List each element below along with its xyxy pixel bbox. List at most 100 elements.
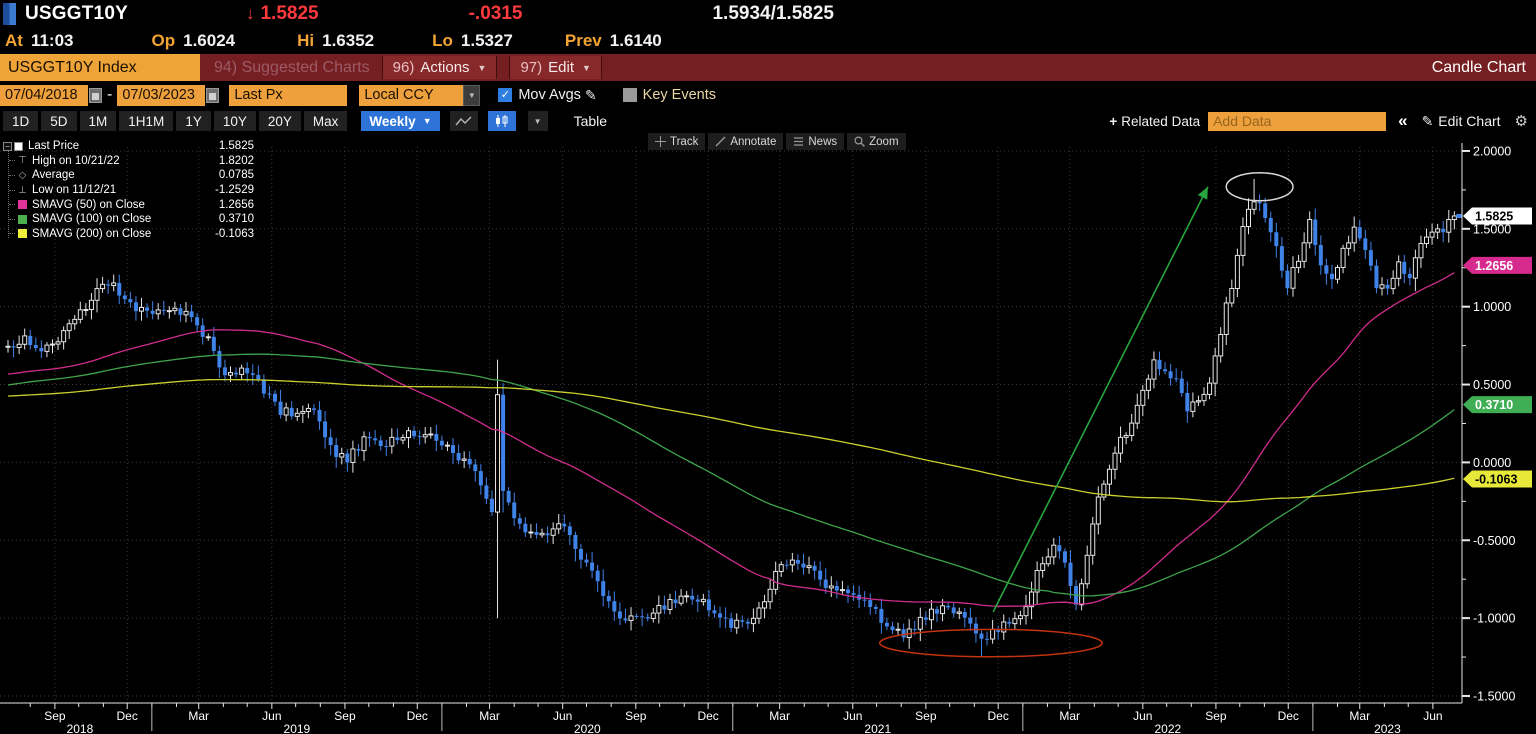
date-from-input[interactable]: 07/04/2018 — [0, 84, 88, 106]
candle-down — [562, 523, 567, 527]
candle-up — [1251, 201, 1257, 210]
legend-item[interactable]: − Last Price 1.5825 — [2, 139, 254, 154]
candle-up — [1034, 569, 1040, 593]
candle-down — [323, 421, 328, 438]
line-chart-button[interactable] — [449, 111, 478, 131]
period-tab-5d[interactable]: 5D — [41, 111, 77, 131]
period-tab-1d[interactable]: 1D — [3, 111, 39, 131]
candle-down — [673, 599, 678, 604]
period-tab-1m[interactable]: 1M — [79, 111, 117, 131]
suggested-charts-menu[interactable]: 94) Suggested Charts — [214, 58, 370, 76]
legend-collapse-box[interactable]: − — [3, 141, 12, 151]
candle-up — [61, 330, 67, 343]
currency-dropdown-button[interactable]: ▼ — [463, 84, 481, 106]
edit-chart-button[interactable]: ✎ Edit Chart — [1421, 112, 1501, 130]
gear-icon[interactable]: ⚙ — [1514, 113, 1528, 130]
candle-up — [5, 345, 11, 348]
annotations — [878, 172, 1294, 658]
high-value: 1.6352 — [322, 31, 375, 50]
candle-up — [339, 453, 345, 458]
candle-up — [1029, 591, 1035, 608]
candle-down — [189, 311, 194, 318]
candle-up — [1201, 393, 1207, 402]
x-tick-label: Mar — [1349, 709, 1370, 723]
axes: 2.0000 1.5000 1.0000 0.5000 0.0000 -0.5000 -1.… — [0, 143, 1532, 734]
candle-down — [11, 346, 16, 348]
year-label: 2020 — [574, 722, 601, 734]
annotation-ellipse — [1225, 172, 1294, 202]
candle-down — [1274, 232, 1279, 247]
candle-up — [495, 394, 501, 513]
candle-up — [1106, 468, 1112, 485]
actions-menu[interactable]: 96) Actions ▼ — [381, 56, 498, 79]
down-arrow-icon: ↓ — [245, 4, 255, 23]
candle-down — [534, 532, 539, 535]
candle-chart-canvas[interactable]: 2.0000 1.5000 1.0000 0.5000 0.0000 -0.5000 -1.… — [0, 133, 1536, 734]
zoom-tool-button[interactable]: Zoom — [847, 133, 906, 150]
candle-up — [461, 458, 467, 461]
legend-item[interactable]: SMAVG (200) on Close -0.1063 — [2, 227, 254, 242]
year-label: 2019 — [284, 722, 311, 734]
candle-down — [723, 617, 728, 619]
candle-down — [1057, 545, 1062, 552]
candle-chart-button[interactable] — [487, 111, 516, 131]
candle-down — [434, 433, 439, 441]
candle-up — [88, 299, 94, 311]
x-tick-label: Dec — [117, 709, 138, 723]
date-to-input[interactable]: 07/03/2023 — [117, 84, 206, 106]
key-events-checkbox[interactable] — [622, 88, 637, 102]
candle-down — [512, 502, 517, 519]
legend-item[interactable]: ⊤ High on 10/21/22 1.8202 — [2, 154, 254, 169]
candle-down — [795, 560, 800, 564]
candle-down — [740, 620, 745, 622]
mov-avgs-checkbox[interactable]: ✓ — [498, 88, 513, 102]
track-tool-button[interactable]: Track — [648, 133, 706, 150]
collapse-panel-button[interactable]: « — [1398, 111, 1408, 130]
candle-down — [823, 579, 828, 588]
price-badge-label: -0.1063 — [1475, 472, 1517, 486]
interval-select[interactable]: Weekly ▼ — [361, 111, 440, 131]
chart-type-dropdown[interactable]: ▼ — [527, 111, 548, 131]
candle-up — [1001, 621, 1007, 633]
y-tick-label: 1.5000 — [1473, 222, 1511, 236]
table-button[interactable]: Table — [573, 113, 608, 129]
period-tab-10y[interactable]: 10Y — [213, 111, 256, 131]
add-data-input[interactable] — [1208, 111, 1387, 131]
y-tick-label: -1.5000 — [1473, 689, 1515, 703]
currency-select[interactable]: Local CCY — [359, 84, 464, 106]
legend-item[interactable]: SMAVG (100) on Close 0.3710 — [2, 212, 254, 227]
news-tool-button[interactable]: News — [786, 133, 845, 150]
average-marker-icon: ◇ — [18, 169, 27, 181]
candle-down — [634, 615, 639, 617]
candle-up — [550, 528, 556, 536]
chevron-down-icon: ▼ — [582, 62, 591, 73]
related-data-button[interactable]: + Related Data — [1109, 113, 1201, 129]
legend-item[interactable]: ◇ Average 0.0785 — [2, 168, 254, 183]
candle-up — [1012, 618, 1018, 625]
edit-menu[interactable]: 97) Edit ▼ — [509, 56, 602, 79]
period-tab-20y[interactable]: 20Y — [258, 111, 301, 131]
period-tab-1y[interactable]: 1Y — [176, 111, 211, 131]
candle-down — [1385, 284, 1390, 289]
calendar-icon[interactable] — [206, 87, 220, 103]
security-field[interactable]: USGGT10Y Index — [0, 54, 200, 81]
candle-up — [1223, 302, 1229, 335]
period-tab-max[interactable]: Max — [303, 111, 348, 131]
price-field-select[interactable]: Last Px — [229, 84, 348, 106]
pencil-icon[interactable]: ✎ — [584, 86, 597, 103]
x-tick-label: Jun — [553, 709, 572, 723]
legend-item[interactable]: ⊥ Low on 11/12/21 -1.2529 — [2, 183, 254, 198]
candle-up — [1301, 242, 1307, 262]
period-tab-1h1m[interactable]: 1H1M — [119, 111, 174, 131]
candle-down — [968, 617, 973, 624]
candle-up — [183, 310, 189, 316]
candle-down — [640, 616, 645, 618]
quote-header: USGGT10Y ↓ 1.5825 -.0315 1.5934/1.5825 — [0, 0, 1536, 28]
low-value: 1.5327 — [460, 31, 513, 50]
legend-item[interactable]: SMAVG (50) on Close 1.2656 — [2, 197, 254, 212]
candle-down — [1402, 261, 1407, 274]
candle-up — [556, 523, 562, 530]
annotate-tool-button[interactable]: Annotate — [708, 133, 784, 150]
calendar-icon[interactable] — [89, 87, 102, 103]
candle-down — [645, 616, 650, 619]
